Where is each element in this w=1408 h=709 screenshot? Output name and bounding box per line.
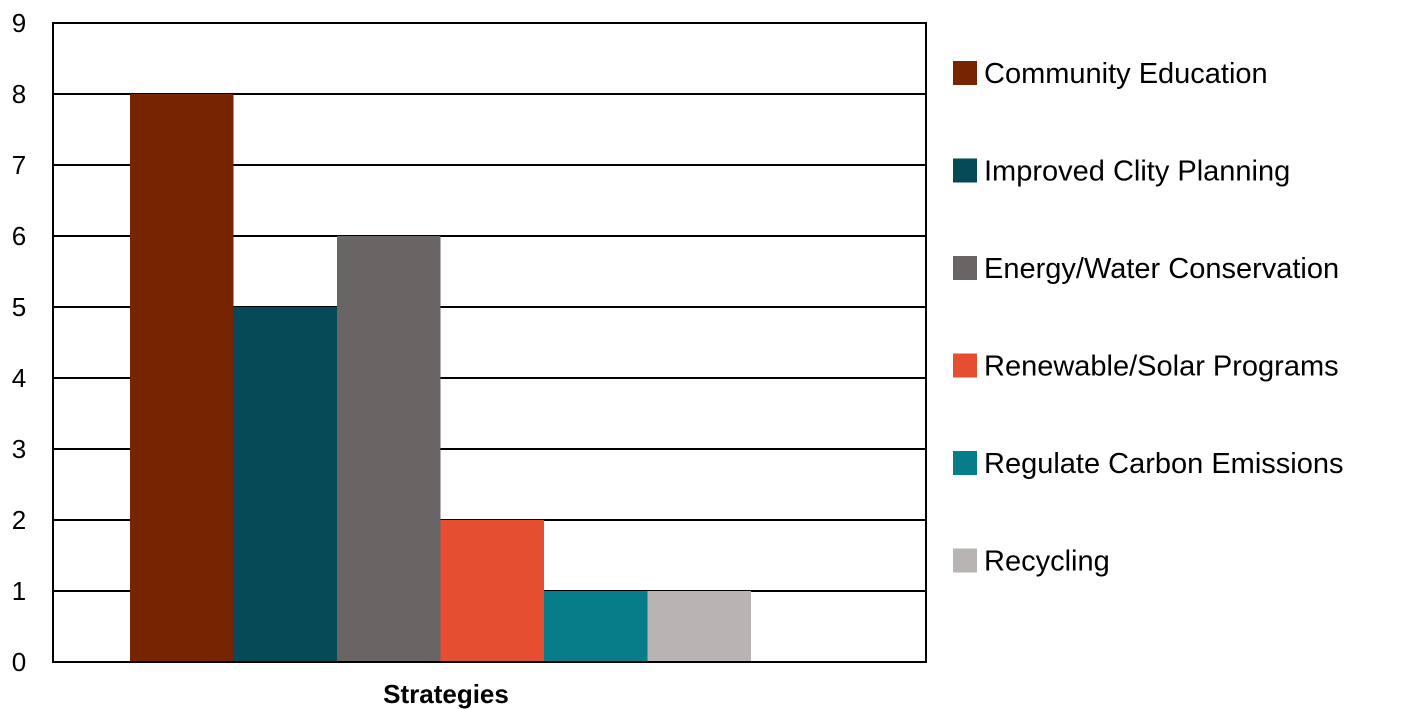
- y-axis-ticks: 0 1 2 3 4 5 6 7 8 9: [12, 8, 26, 677]
- legend-swatch: [953, 61, 977, 85]
- bar-regulate-carbon-emissions: [544, 591, 648, 662]
- bar-recycling: [647, 591, 751, 662]
- bar-energy-water-conservation: [337, 236, 441, 662]
- bar-community-education: [130, 94, 234, 662]
- x-axis-label: Strategies: [383, 679, 509, 709]
- y-tick-label: 0: [12, 647, 26, 677]
- legend-item: Renewable/Solar Programs: [953, 351, 1339, 383]
- legend-item: Regulate Carbon Emissions: [953, 448, 1343, 480]
- y-tick-label: 7: [12, 150, 26, 180]
- legend-swatch: [953, 451, 977, 475]
- legend-label: Improved Clity Planning: [984, 156, 1290, 188]
- legend: Community Education Improved Clity Planni…: [953, 58, 1343, 578]
- legend-label: Renewable/Solar Programs: [984, 351, 1339, 383]
- legend-swatch: [953, 548, 977, 573]
- y-tick-label: 5: [12, 292, 26, 322]
- bar-improved-clity-planning: [233, 307, 337, 662]
- y-tick-label: 4: [12, 363, 26, 393]
- legend-label: Community Education: [984, 58, 1268, 90]
- y-tick-label: 2: [12, 505, 26, 535]
- legend-item: Energy/Water Conservation: [953, 253, 1339, 285]
- plot-area-frame: [52, 22, 927, 663]
- legend-item: Community Education: [953, 58, 1268, 90]
- y-tick-label: 6: [12, 221, 26, 251]
- legend-label: Regulate Carbon Emissions: [984, 448, 1343, 480]
- legend-swatch: [953, 353, 977, 378]
- bar-renewable-solar-programs: [440, 520, 544, 662]
- bars: [130, 94, 751, 662]
- legend-label: Energy/Water Conservation: [984, 253, 1339, 285]
- legend-swatch: [953, 256, 977, 280]
- y-tick-label: 9: [12, 8, 26, 38]
- y-tick-label: 1: [12, 576, 26, 606]
- legend-item: Improved Clity Planning: [953, 156, 1290, 188]
- legend-swatch: [953, 158, 977, 183]
- y-tick-label: 8: [12, 79, 26, 109]
- legend-item: Recycling: [953, 546, 1110, 578]
- y-tick-label: 3: [12, 434, 26, 464]
- legend-label: Recycling: [984, 546, 1110, 578]
